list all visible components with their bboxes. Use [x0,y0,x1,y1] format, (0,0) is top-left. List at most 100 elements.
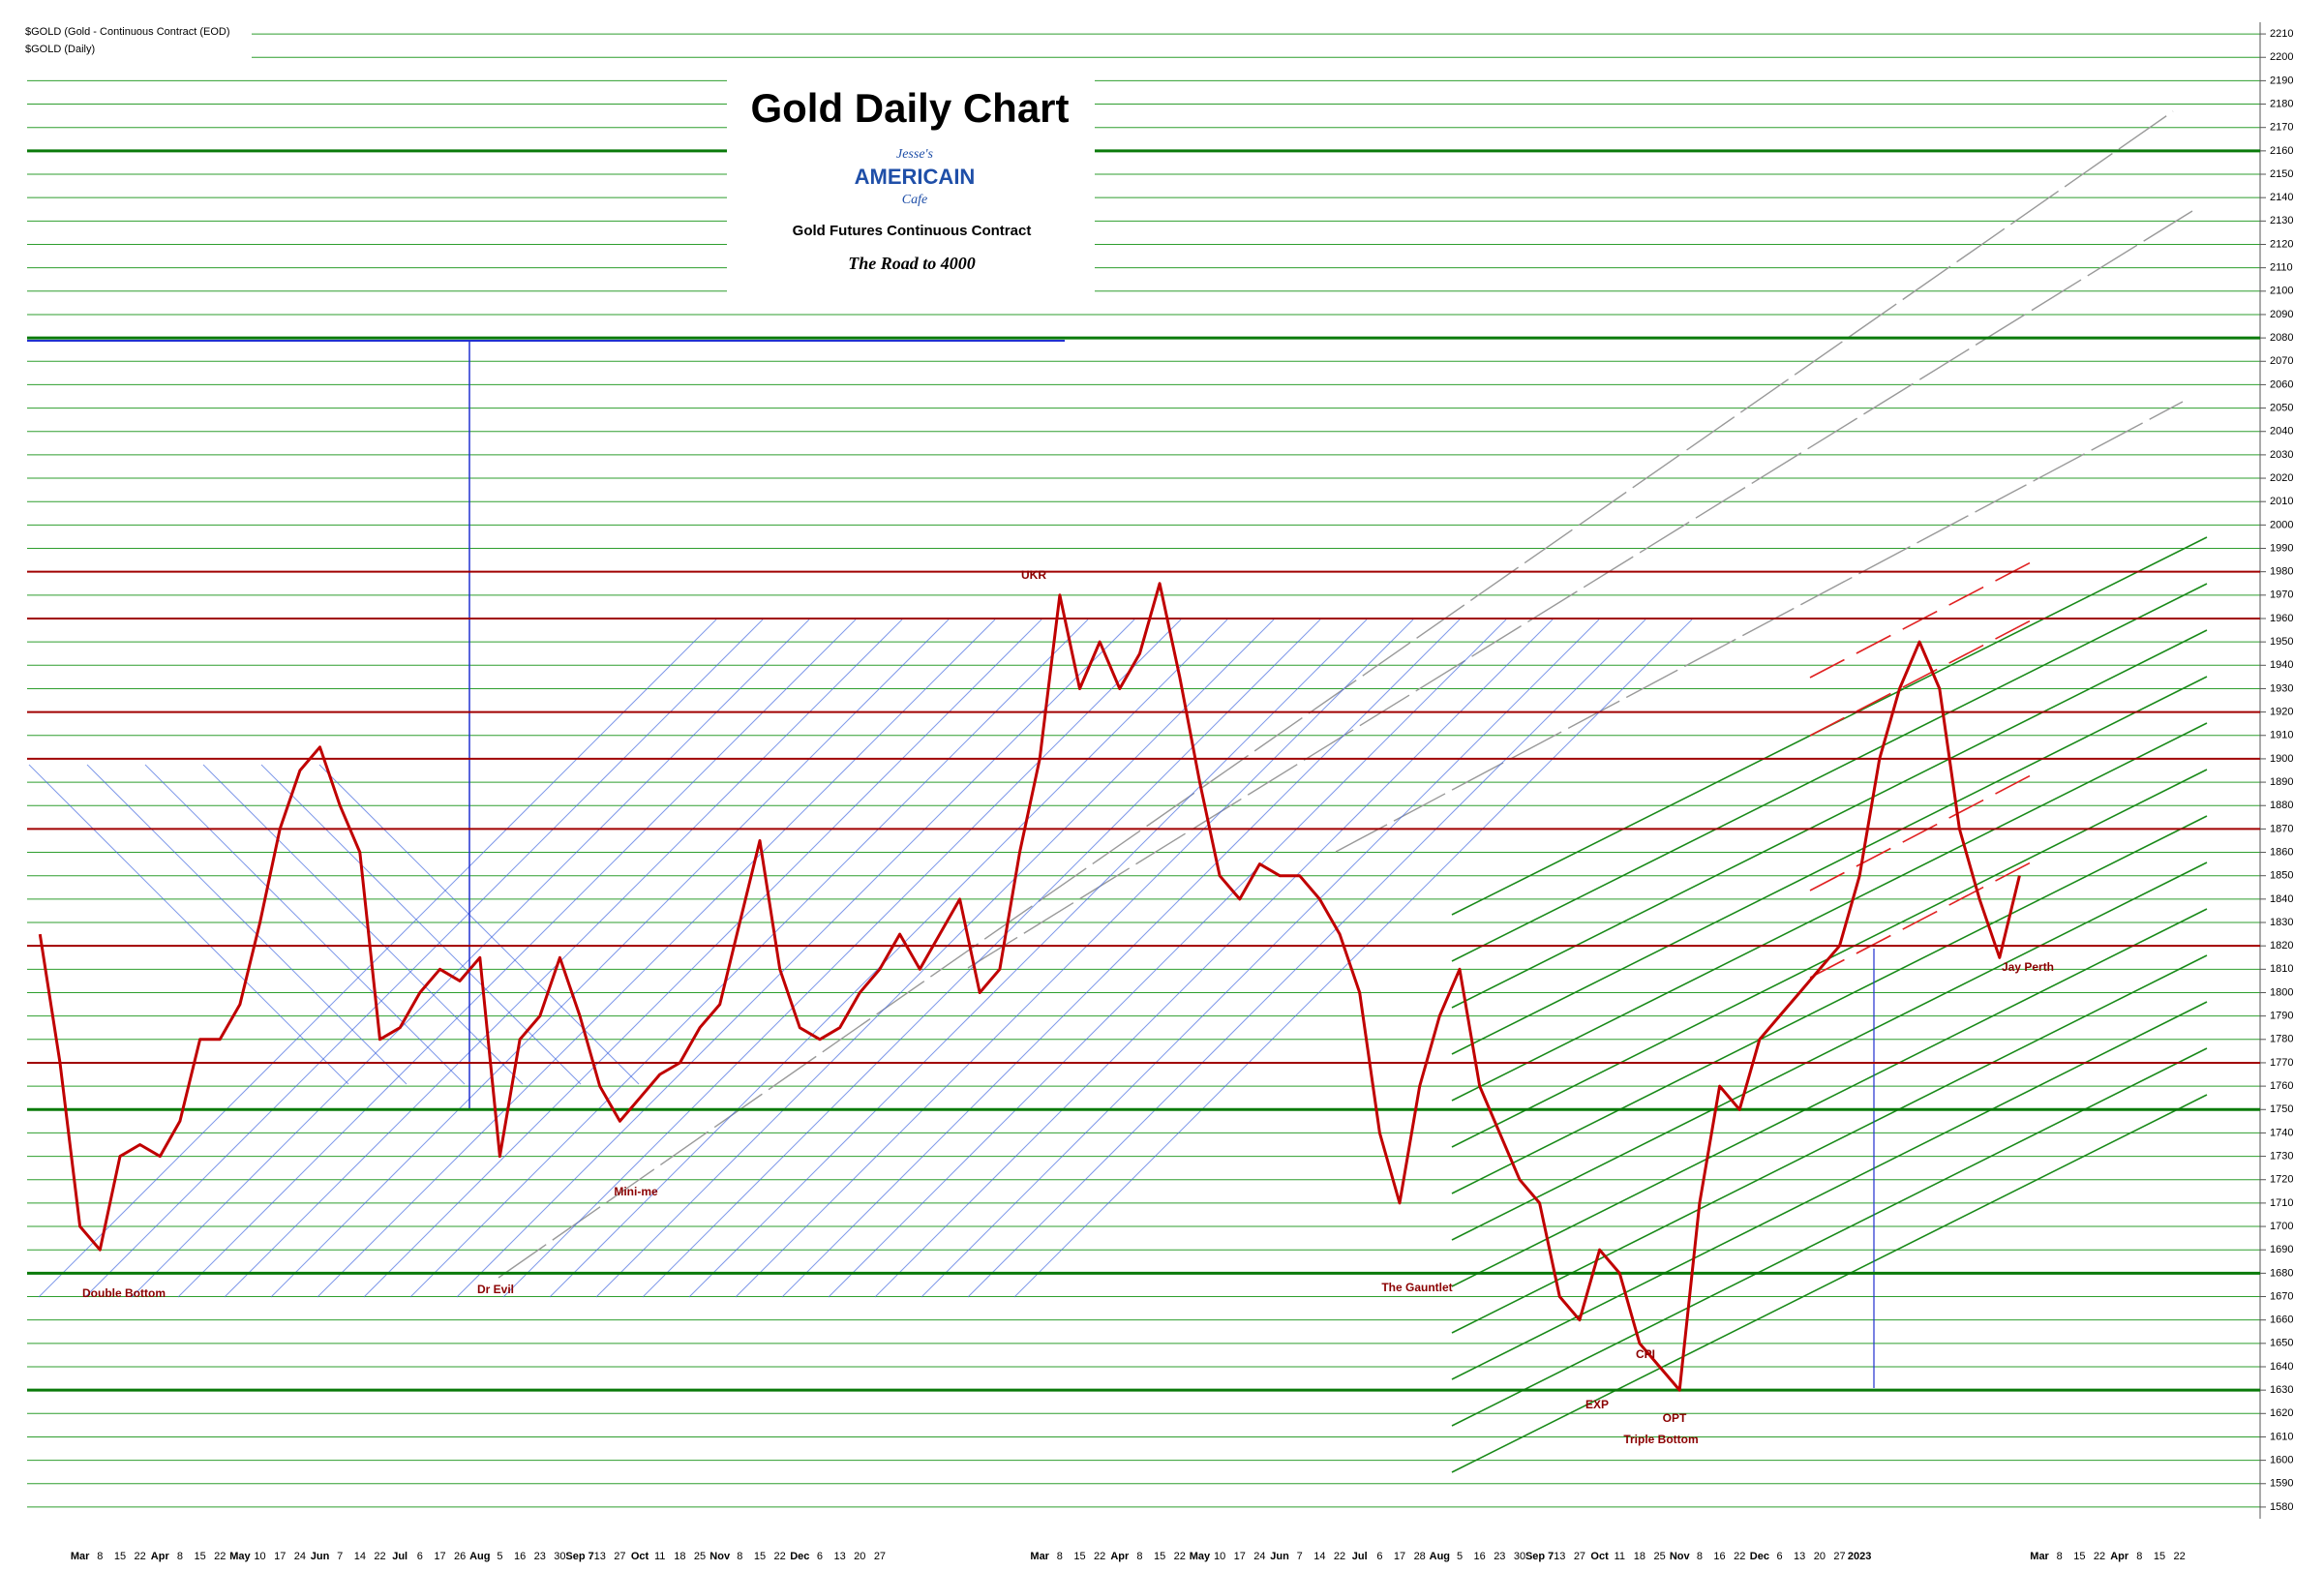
trend-line [1451,629,2208,1009]
x-tick-label: 20 [1814,1551,1826,1562]
level-layer [27,149,2260,1392]
trend-line [502,619,1182,1298]
y-tick-label: 2150 [2270,168,2293,180]
title-box [727,75,1095,299]
x-tick-label: 22 [1094,1551,1105,1562]
tagline: The Road to 4000 [848,254,976,273]
x-tick-label: Jun [1270,1551,1289,1562]
x-tick-label: 25 [694,1551,706,1562]
trend-line [967,210,2193,969]
x-tick-label: 15 [1154,1551,1165,1562]
trend-line [363,619,1042,1298]
x-tick-label: Oct [1590,1551,1609,1562]
y-tick-label: 1710 [2270,1197,2293,1209]
annotation: Jay Perth [2002,960,2054,974]
y-tick-label: 1830 [2270,917,2293,928]
x-tick-label: 15 [114,1551,126,1562]
x-tick-label: Apr [2110,1551,2129,1562]
x-tick-label: 8 [1057,1551,1063,1562]
x-tick-label: 27 [874,1551,886,1562]
x-tick-label: 11 [654,1551,665,1562]
y-tick-label: 1970 [2270,589,2293,601]
x-tick-label: 16 [1713,1551,1725,1562]
y-tick-label: 1880 [2270,800,2293,811]
x-tick-label: May [1190,1551,1211,1562]
x-tick-label: 8 [2136,1551,2142,1562]
x-tick-label: 22 [1174,1551,1186,1562]
y-tick-label: 1960 [2270,613,2293,624]
x-tick-label: 6 [1776,1551,1782,1562]
y-tick-label: 2060 [2270,378,2293,390]
y-tick-label: 1890 [2270,776,2293,788]
y-tick-label: 1800 [2270,986,2293,998]
x-tick-label: 24 [294,1551,306,1562]
y-tick-label: 1730 [2270,1150,2293,1162]
trend-line [735,619,1414,1298]
x-tick-label: Apr [151,1551,170,1562]
y-tick-label: 1640 [2270,1361,2293,1373]
y-tick-label: 2190 [2270,75,2293,86]
trend-line [828,619,1507,1298]
trend-line [1451,1094,2208,1473]
x-tick-label: Jul [392,1551,407,1562]
chart-subtitle: Gold Futures Continuous Contract [793,223,1032,239]
y-tick-label: 2210 [2270,28,2293,40]
annotation: Dr Evil [477,1283,514,1296]
logo-main: AMERICAIN [855,165,976,189]
y-tick-label: 1910 [2270,730,2293,741]
x-tick-label: 7 [1297,1551,1303,1562]
chart-title: Gold Daily Chart [750,85,1069,131]
y-tick-label: 1610 [2270,1431,2293,1442]
x-tick-label: 15 [2073,1551,2085,1562]
x-tick-label: 8 [2057,1551,2063,1562]
annotation: Mini-me [614,1185,658,1198]
y-tick-label: 1950 [2270,636,2293,648]
x-tick-label: 22 [2094,1551,2105,1562]
x-tick-label: 5 [1457,1551,1463,1562]
annotation: EXP [1585,1398,1609,1411]
trend-lines [27,110,2208,1473]
trend-line [967,619,1646,1298]
y-tick-label: 1870 [2270,823,2293,834]
y-tick-label: 2090 [2270,309,2293,320]
y-tick-label: 1620 [2270,1407,2293,1419]
x-tick-label: Aug [469,1551,490,1562]
trend-line [1451,583,2208,962]
trend-line [260,764,582,1085]
x-tick-label: 5 [497,1551,502,1562]
x-tick-label: Jul [1352,1551,1368,1562]
x-tick-label: 22 [214,1551,226,1562]
symbol-sublabel: $GOLD (Daily) [25,44,95,55]
x-tick-label: 8 [97,1551,103,1562]
y-tick-label: 1990 [2270,542,2293,554]
annotation: UKR [1021,568,1046,582]
trend-line [688,619,1368,1298]
y-tick-label: 1630 [2270,1384,2293,1396]
trend-line [456,619,1135,1298]
x-tick-label: 26 [454,1551,466,1562]
x-tick-label: 18 [674,1551,685,1562]
y-tick-label: 1650 [2270,1338,2293,1349]
y-tick-label: 1760 [2270,1080,2293,1092]
x-tick-label: 22 [1734,1551,1745,1562]
trend-line [1809,773,2034,891]
trend-line [224,619,903,1298]
x-tick-label: 13 [1794,1551,1805,1562]
x-tick-label: 10 [254,1551,265,1562]
y-tick-label: 2180 [2270,98,2293,109]
y-tick-label: 2030 [2270,449,2293,461]
y-tick-label: 1700 [2270,1221,2293,1232]
y-tick-label: 1980 [2270,566,2293,578]
y-tick-label: 1850 [2270,870,2293,882]
y-tick-label: 2040 [2270,426,2293,438]
x-tick-label: 27 [1833,1551,1845,1562]
symbol-box [19,19,252,60]
x-tick-label: Dec [1750,1551,1769,1562]
x-tick-label: 13 [834,1551,846,1562]
trend-line [549,619,1228,1298]
x-tick-label: 28 [1414,1551,1426,1562]
y-tick-label: 1790 [2270,1011,2293,1022]
y-tick-label: 1720 [2270,1174,2293,1186]
logo-top: Jesse's [896,147,934,162]
